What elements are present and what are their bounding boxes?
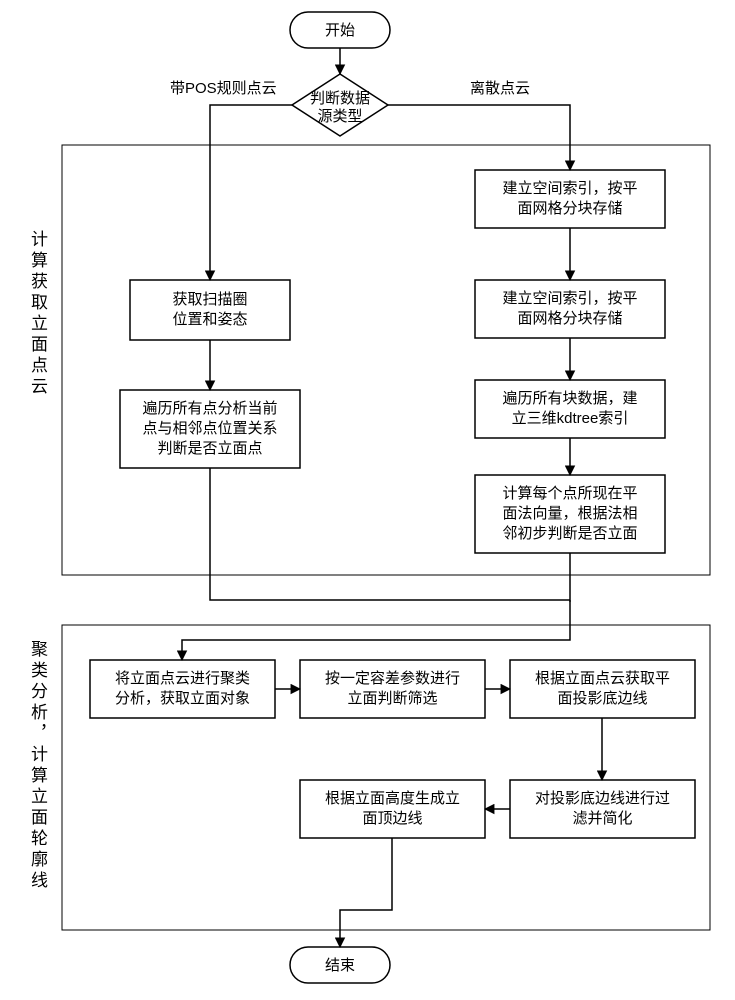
svg-text:建立空间索引，按平: 建立空间索引，按平	[502, 180, 637, 197]
svg-text:遍历所有块数据，建: 遍历所有块数据，建	[502, 390, 637, 407]
svg-text:邻初步判断是否立面: 邻初步判断是否立面	[502, 525, 637, 542]
start-terminal-label: 开始	[325, 22, 355, 39]
svg-text:遍历所有点分析当前: 遍历所有点分析当前	[142, 400, 277, 417]
flowchart-canvas: 开始结束 判断数据源类型 带POS规则点云 离散点云获取扫描圈位置和姿态遍历所有点分析…	[0, 0, 735, 1000]
svg-text:位置和姿态: 位置和姿态	[172, 311, 247, 328]
svg-text:判断数据: 判断数据	[310, 90, 370, 107]
flow-edge	[340, 838, 392, 947]
svg-text:判断是否立面点: 判断是否立面点	[157, 440, 262, 457]
svg-text:面网格分块存储: 面网格分块存储	[517, 310, 622, 327]
svg-text:源类型: 源类型	[317, 108, 362, 125]
section-label-bottom: 聚类分析，计算立面轮廓线	[30, 640, 50, 892]
flow-edge	[388, 105, 570, 170]
svg-text:面网格分块存储: 面网格分块存储	[517, 200, 622, 217]
svg-text:立面判断筛选: 立面判断筛选	[347, 690, 437, 707]
svg-text:滤并简化: 滤并简化	[572, 810, 632, 827]
svg-text:立三维kdtree索引: 立三维kdtree索引	[512, 410, 629, 427]
svg-text:面顶边线: 面顶边线	[362, 810, 422, 827]
edge-label-discrete: 离散点云	[470, 80, 530, 97]
svg-text:面法向量，根据法相: 面法向量，根据法相	[502, 505, 637, 522]
end-terminal-label: 结束	[325, 957, 355, 974]
svg-text:面投影底边线: 面投影底边线	[557, 690, 647, 707]
svg-text:对投影底边线进行过: 对投影底边线进行过	[535, 790, 670, 807]
svg-text:根据立面高度生成立: 根据立面高度生成立	[325, 790, 460, 807]
svg-text:将立面点云进行聚类: 将立面点云进行聚类	[115, 670, 250, 687]
section-label-top: 计算获取立面点云	[30, 230, 50, 398]
flow-edge	[182, 600, 570, 660]
svg-text:点与相邻点位置关系: 点与相邻点位置关系	[142, 420, 277, 437]
svg-text:分析，获取立面对象: 分析，获取立面对象	[115, 690, 250, 707]
svg-text:获取扫描圈: 获取扫描圈	[172, 291, 247, 308]
flow-edge	[210, 105, 292, 280]
svg-text:建立空间索引，按平: 建立空间索引，按平	[502, 290, 637, 307]
edge-label-pos: 带POS规则点云	[170, 80, 277, 97]
svg-text:根据立面点云获取平: 根据立面点云获取平	[535, 670, 670, 687]
svg-text:按一定容差参数进行: 按一定容差参数进行	[325, 670, 460, 687]
svg-text:计算每个点所现在平: 计算每个点所现在平	[502, 484, 637, 502]
